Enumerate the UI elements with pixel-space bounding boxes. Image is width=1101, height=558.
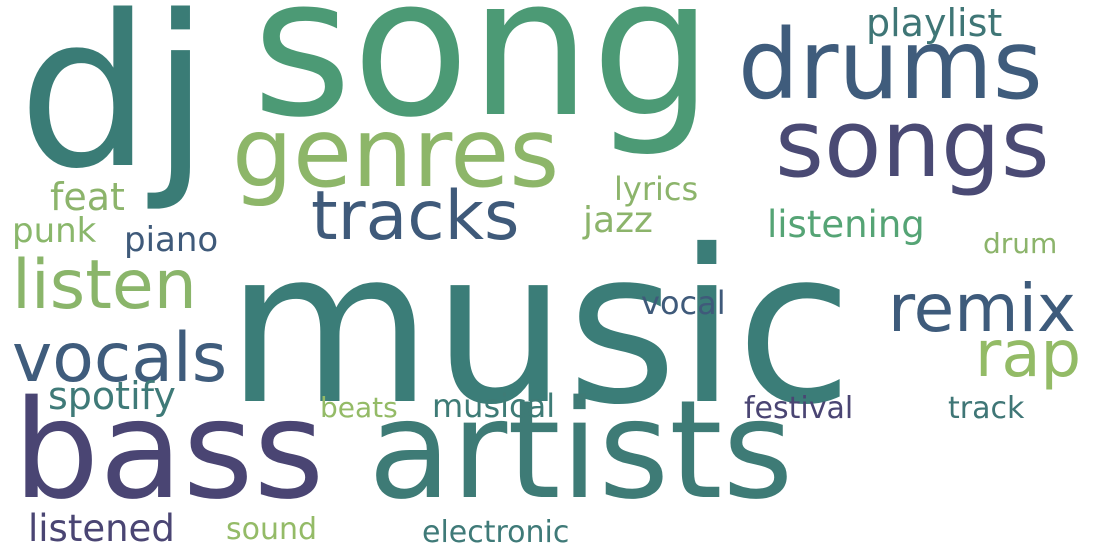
word-genres: genres: [232, 97, 560, 209]
word-dj: dj: [18, 0, 210, 215]
word-electronic: electronic: [422, 515, 570, 550]
word-musical: musical: [432, 387, 556, 425]
word-listen: listen: [12, 246, 197, 325]
word-jazz: jazz: [583, 200, 653, 241]
word-track: track: [948, 391, 1025, 426]
word-songs: songs: [775, 90, 1050, 199]
word-listened: listened: [28, 507, 175, 550]
word-vocal: vocal: [641, 284, 726, 322]
word-punk: punk: [12, 211, 97, 251]
word-bass: bass: [13, 372, 325, 530]
word-lyrics: lyrics: [614, 170, 699, 208]
word-drum: drum: [983, 227, 1058, 260]
word-playlist: playlist: [866, 1, 1003, 45]
word-drums: drums: [738, 9, 1043, 121]
word-feat: feat: [50, 175, 125, 219]
word-piano: piano: [124, 220, 219, 260]
word-rap: rap: [975, 318, 1082, 392]
word-sound: sound: [226, 512, 318, 547]
word-song: song: [252, 0, 714, 160]
word-beats: beats: [320, 391, 398, 424]
word-listening: listening: [767, 203, 925, 246]
word-music: music: [226, 204, 853, 451]
word-artists: artists: [368, 372, 794, 530]
word-remix: remix: [888, 270, 1076, 347]
word-vocals: vocals: [12, 319, 228, 398]
word-festival: festival: [744, 391, 854, 426]
word-spotify: spotify: [48, 374, 176, 418]
word-tracks: tracks: [311, 177, 520, 256]
